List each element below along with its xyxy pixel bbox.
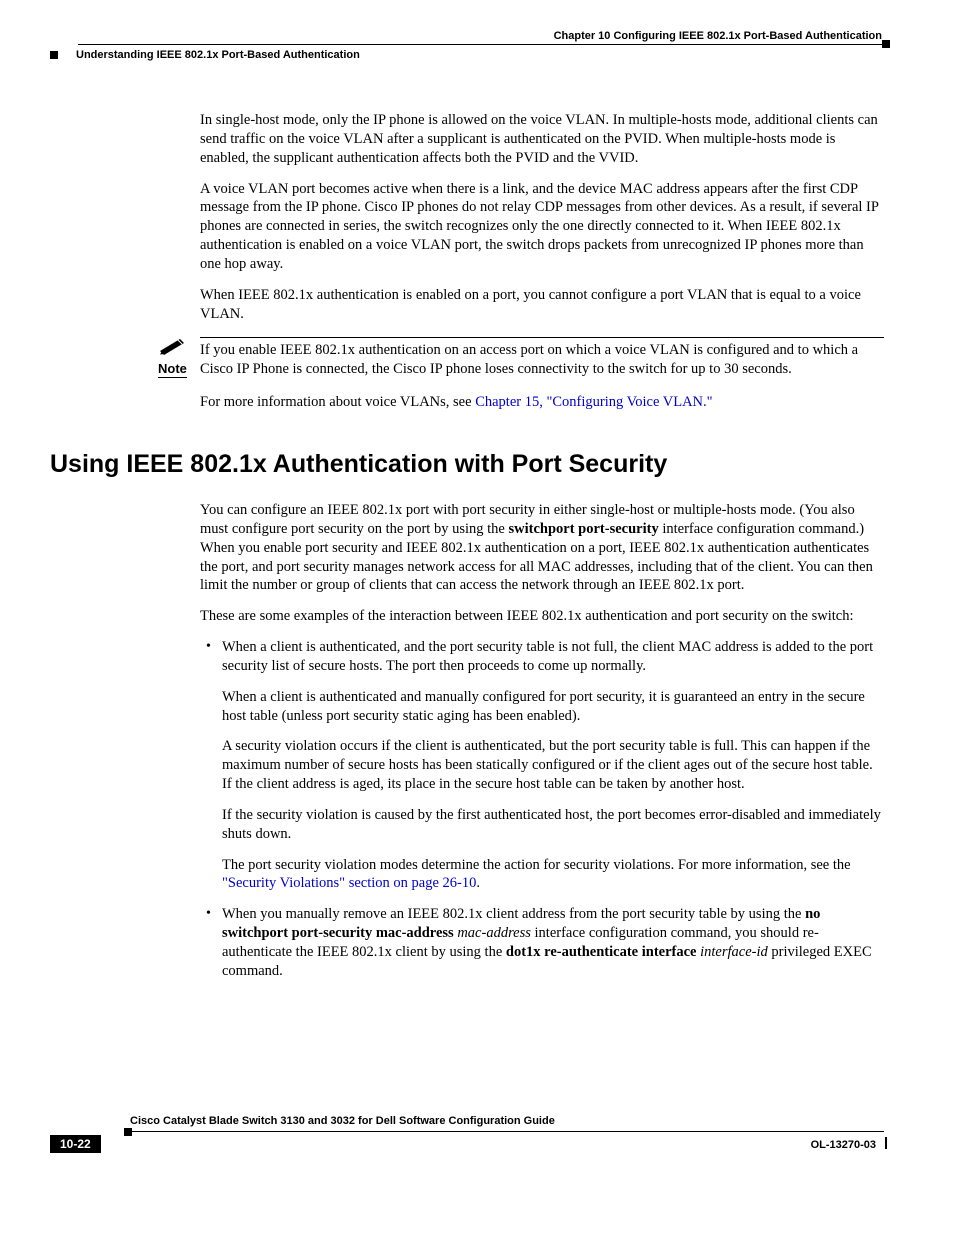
header-rule [78, 44, 884, 45]
text: . [476, 875, 480, 891]
note-pencil-icon [158, 337, 188, 355]
section-heading: Using IEEE 802.1x Authentication with Po… [50, 450, 884, 479]
sub-paragraph: If the security violation is caused by t… [222, 806, 884, 844]
variable-text: mac-address [454, 925, 531, 941]
paragraph: You can configure an IEEE 802.1x port wi… [200, 501, 884, 595]
text: When a client is authenticated, and the … [222, 639, 873, 674]
text: The port security violation modes determ… [222, 857, 851, 873]
text: When you manually remove an IEEE 802.1x … [222, 906, 805, 922]
paragraph: In single-host mode, only the IP phone i… [200, 111, 884, 168]
command-text: dot1x re-authenticate interface [506, 944, 697, 960]
cross-reference-link[interactable]: Chapter 15, "Configuring Voice VLAN." [475, 394, 712, 410]
footer-doc-title: Cisco Catalyst Blade Switch 3130 and 303… [130, 1115, 555, 1127]
list-item: When a client is authenticated, and the … [200, 638, 884, 893]
sub-paragraph: The port security violation modes determ… [222, 856, 884, 894]
section-header: Understanding IEEE 802.1x Port-Based Aut… [76, 49, 360, 61]
text: For more information about voice VLANs, … [200, 394, 475, 410]
note-block: Note If you enable IEEE 802.1x authentic… [50, 337, 884, 379]
page-number: 10-22 [50, 1135, 101, 1153]
paragraph: For more information about voice VLANs, … [200, 393, 884, 412]
command-text: switchport port-security [508, 521, 658, 537]
list-item: When you manually remove an IEEE 802.1x … [200, 905, 884, 980]
paragraph: These are some examples of the interacti… [200, 607, 884, 626]
sub-paragraph: A security violation occurs if the clien… [222, 737, 884, 794]
chapter-header: Chapter 10 Configuring IEEE 802.1x Port-… [50, 30, 884, 42]
paragraph: A voice VLAN port becomes active when th… [200, 180, 884, 274]
page-footer: Cisco Catalyst Blade Switch 3130 and 303… [50, 1111, 884, 1153]
note-label: Note [158, 361, 187, 378]
document-id: OL-13270-03 [811, 1139, 876, 1151]
bullet-list: When a client is authenticated, and the … [200, 638, 884, 981]
variable-text: interface-id [696, 944, 767, 960]
cross-reference-link[interactable]: "Security Violations" section on page 26… [222, 875, 476, 891]
header-square [50, 51, 58, 59]
paragraph: When IEEE 802.1x authentication is enabl… [200, 286, 884, 324]
note-text: If you enable IEEE 802.1x authentication… [200, 337, 884, 379]
sub-paragraph: When a client is authenticated and manua… [222, 688, 884, 726]
